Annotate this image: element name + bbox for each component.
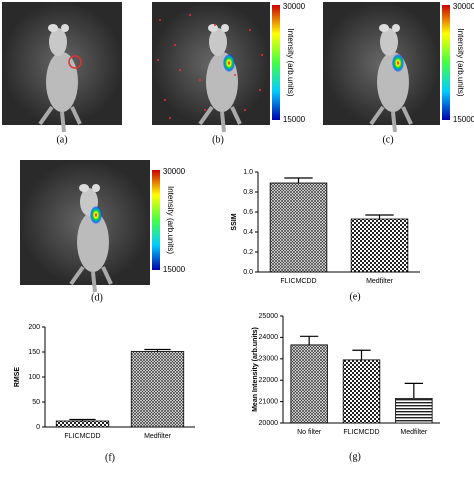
- y-tick-label: 21000: [259, 398, 279, 405]
- bar: [130, 351, 185, 428]
- bar: [55, 420, 110, 428]
- y-tick-label: 22000: [259, 377, 279, 384]
- signal: [223, 54, 235, 72]
- y-tick-label: 23000: [259, 356, 279, 363]
- panel-caption: (f): [105, 452, 115, 463]
- panel-caption: (g): [349, 451, 361, 462]
- y-axis-label: Mean Intensity (arb.units): [252, 327, 259, 412]
- x-tick-label: Medfilter: [400, 429, 428, 436]
- y-tick-label: 50: [32, 399, 40, 406]
- colorbar-min: 15000: [283, 115, 306, 124]
- y-axis-label: RMSE: [14, 367, 21, 388]
- panel-caption: (a): [56, 134, 67, 145]
- y-tick-label: 0.0: [243, 269, 253, 276]
- y-tick-label: 0: [36, 424, 40, 431]
- x-tick-label: Medfilter: [144, 433, 172, 440]
- bar: [350, 218, 409, 273]
- error-bar: [365, 214, 394, 219]
- bar: [395, 397, 433, 424]
- error-bar: [69, 418, 96, 421]
- panel-caption: (b): [212, 134, 224, 145]
- colorbar-min: 15000: [453, 115, 474, 124]
- y-tick-label: 0.8: [243, 189, 253, 196]
- signal: [392, 54, 404, 72]
- y-tick-label: 20000: [259, 420, 279, 427]
- x-tick-label: FLICMCDD: [64, 433, 100, 440]
- y-tick-label: 0.2: [243, 249, 253, 256]
- error-bar: [352, 349, 371, 360]
- y-tick-label: 0.4: [243, 229, 253, 236]
- x-tick-label: FLICMCDD: [280, 278, 316, 285]
- y-tick-label: 0.6: [243, 209, 253, 216]
- colorbar-max: 30000: [283, 2, 306, 11]
- y-tick-label: 100: [28, 374, 40, 381]
- colorbar-label: Intensity (arb.units): [456, 28, 465, 96]
- error-bar: [300, 335, 319, 345]
- colorbar-min: 15000: [163, 265, 186, 274]
- colorbar-label: Intensity (arb.units): [286, 28, 295, 96]
- x-tick-label: No filter: [297, 429, 322, 436]
- colorbar-max: 30000: [163, 167, 186, 176]
- x-tick-label: FLICMCDD: [343, 429, 379, 436]
- y-tick-label: 1.0: [243, 169, 253, 176]
- colorbar-label: Intensity (arb.units): [166, 186, 175, 254]
- bar: [342, 359, 381, 424]
- signal: [90, 206, 102, 224]
- roi: [68, 55, 82, 69]
- error-bar: [404, 382, 423, 399]
- bar: [269, 182, 328, 273]
- panel-caption: (e): [349, 291, 360, 302]
- colorbar: [272, 5, 280, 120]
- noise: [157, 14, 263, 119]
- panel-caption: (c): [382, 134, 393, 145]
- y-tick-label: 24000: [259, 334, 279, 341]
- y-tick-label: 150: [28, 349, 40, 356]
- colorbar-max: 30000: [453, 2, 474, 11]
- x-tick-label: Medfilter: [366, 278, 394, 285]
- error-bar: [284, 177, 313, 183]
- error-bar: [144, 348, 171, 352]
- y-axis-label: SSIM: [231, 213, 238, 230]
- bar: [290, 344, 328, 424]
- y-tick-label: 25000: [259, 313, 279, 320]
- colorbar: [152, 170, 160, 270]
- panel-caption: (d): [91, 292, 103, 303]
- colorbar: [442, 5, 450, 120]
- y-tick-label: 200: [28, 324, 40, 331]
